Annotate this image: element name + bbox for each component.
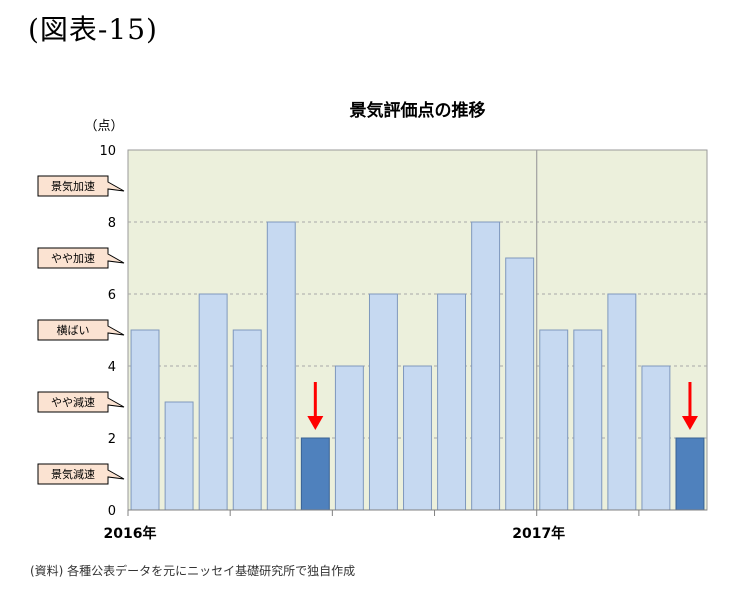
x-tick-label: 2017年 bbox=[512, 525, 565, 542]
bar bbox=[266, 221, 296, 511]
figure-label: (図表-15) bbox=[28, 13, 158, 46]
level-callout bbox=[37, 247, 125, 269]
bar bbox=[130, 329, 160, 511]
bar bbox=[334, 365, 364, 511]
level-callout bbox=[37, 175, 125, 197]
bar-highlight bbox=[300, 437, 330, 511]
level-callout-label: 横ばい bbox=[57, 323, 90, 337]
y-tick-label: 6 bbox=[108, 288, 116, 303]
bar bbox=[573, 329, 603, 511]
y-tick-label: 8 bbox=[108, 216, 116, 231]
level-callout-label: 景気減速 bbox=[51, 467, 95, 481]
bar bbox=[505, 257, 535, 511]
bar bbox=[471, 221, 501, 511]
bar bbox=[232, 329, 262, 511]
source-note: (資料) 各種公表データを元にニッセイ基礎研究所で独自作成 bbox=[30, 564, 356, 578]
y-tick-label: 10 bbox=[99, 144, 116, 159]
y-tick-label: 0 bbox=[108, 504, 116, 519]
bar bbox=[607, 293, 637, 511]
x-tick-label: 2016年 bbox=[104, 525, 157, 542]
bar bbox=[539, 329, 569, 511]
level-callout bbox=[37, 391, 125, 413]
bar-chart: 景気評価点の推移 （点） 0 2 4 6 8 10 2016年 2017年 景気加速やや加速横ば… bbox=[37, 100, 708, 542]
bar bbox=[403, 365, 432, 511]
bar bbox=[368, 293, 398, 511]
bar-highlight bbox=[675, 437, 705, 511]
y-tick-label: 2 bbox=[108, 432, 116, 447]
level-callout bbox=[37, 463, 125, 485]
bar bbox=[164, 401, 194, 511]
arrow-head-icon bbox=[681, 416, 698, 430]
level-callout-label: やや加速 bbox=[51, 252, 95, 265]
level-callout-label: やや減速 bbox=[51, 395, 95, 409]
y-axis-unit-label: （点） bbox=[84, 119, 123, 134]
bar bbox=[641, 365, 671, 511]
level-callout-label: 景気加速 bbox=[51, 179, 95, 193]
arrow-head-icon bbox=[307, 416, 324, 430]
level-callout bbox=[37, 319, 125, 341]
y-tick-label: 4 bbox=[108, 360, 116, 375]
chart-title: 景気評価点の推移 bbox=[350, 100, 486, 121]
bar bbox=[198, 293, 228, 511]
bar bbox=[437, 293, 467, 511]
